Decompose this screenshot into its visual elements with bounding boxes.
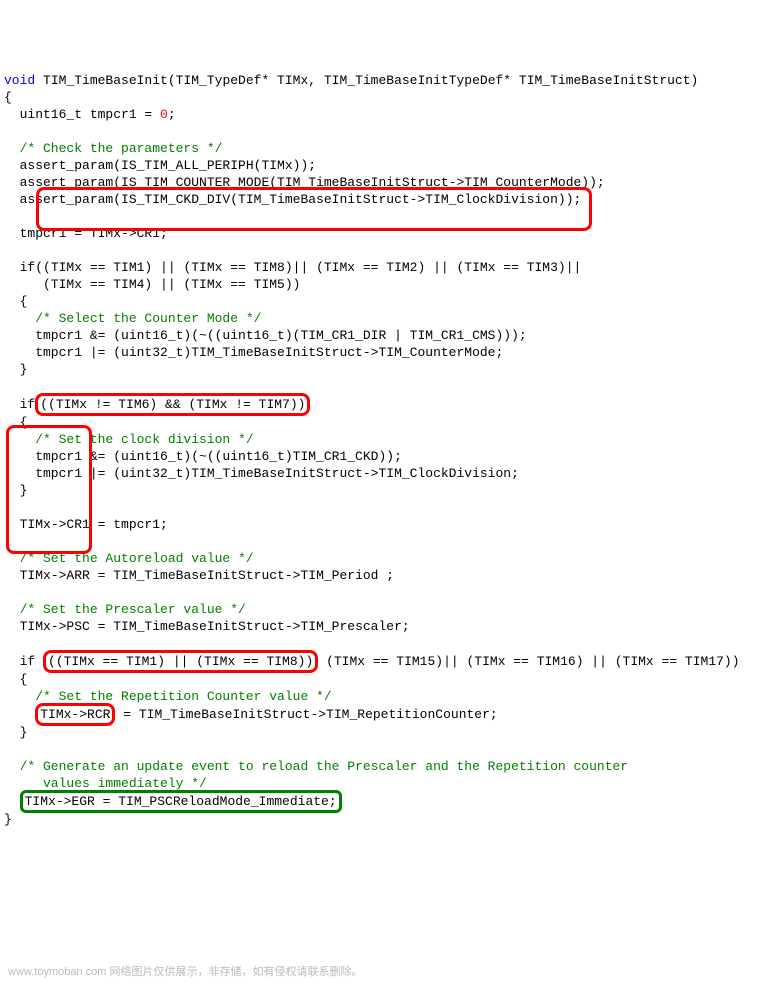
comment: values immediately */ xyxy=(4,776,207,791)
keyword-void: void xyxy=(4,73,35,88)
highlight-rcr: TIMx->RCR xyxy=(35,703,115,726)
comment: /* Select the Counter Mode */ xyxy=(4,311,261,326)
code-block: void TIM_TimeBaseInit(TIM_TypeDef* TIMx,… xyxy=(4,73,740,827)
comment: /* Set the clock division */ xyxy=(4,432,254,447)
watermark-text: www.toymoban.com 网络图片仅供展示，非存储，如有侵权请联系删除。 xyxy=(8,964,362,981)
comment: /* Set the Prescaler value */ xyxy=(4,602,246,617)
highlight-egr: TIMx->EGR = TIM_PSCReloadMode_Immediate; xyxy=(20,790,342,813)
comment: /* Check the parameters */ xyxy=(4,141,222,156)
comment: /* Set the Autoreload value */ xyxy=(4,551,254,566)
comment: /* Set the Repetition Counter value */ xyxy=(4,689,332,704)
comment: /* Generate an update event to reload th… xyxy=(4,759,628,774)
highlight-condition-3: ((TIMx == TIM1) || (TIMx == TIM8)) xyxy=(43,650,318,673)
number-literal: 0 xyxy=(160,107,168,122)
highlight-condition-2: ((TIMx != TIM6) && (TIMx != TIM7)) xyxy=(35,393,310,416)
